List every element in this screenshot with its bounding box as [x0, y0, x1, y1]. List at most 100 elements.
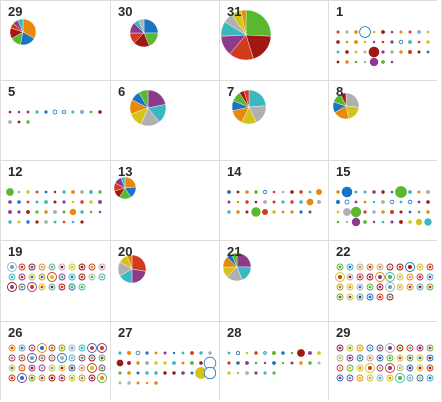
event-dot — [381, 30, 385, 34]
event-ring-core — [20, 285, 24, 289]
event-dot — [127, 351, 131, 355]
event-dot — [26, 120, 30, 124]
event-ring-core — [60, 356, 64, 360]
event-ring-core — [70, 356, 74, 360]
day-cell[interactable]: 5 — [0, 80, 110, 160]
event-dot — [245, 361, 249, 365]
day-number: 29 — [8, 4, 23, 19]
event-ring-core — [348, 366, 352, 370]
day-cell[interactable]: 6 — [110, 80, 219, 160]
event-dot — [390, 60, 394, 64]
event-dot — [345, 30, 349, 34]
day-number: 15 — [336, 164, 351, 179]
event-ring-core — [30, 366, 34, 370]
event-dot — [390, 190, 394, 194]
day-visualization — [113, 176, 137, 200]
pie-slice — [143, 18, 159, 34]
event-dot — [390, 220, 394, 224]
event-dot — [408, 220, 412, 224]
event-ring-core — [10, 346, 14, 350]
event-ring-core — [20, 346, 24, 350]
event-dot — [390, 50, 394, 54]
event-dot — [308, 190, 312, 194]
day-cell[interactable]: 8 — [328, 80, 437, 160]
pie-slice — [248, 89, 267, 108]
event-ring-core — [40, 275, 44, 279]
event-dot — [17, 220, 21, 224]
event-dot — [235, 350, 240, 355]
event-ring-core — [418, 346, 422, 350]
day-visualization — [227, 189, 322, 217]
day-visualization — [117, 254, 147, 284]
event-ring-core — [30, 376, 34, 380]
pie-slice — [243, 89, 250, 108]
event-dot — [359, 26, 371, 38]
event-dot — [417, 30, 421, 34]
day-cell[interactable]: 21 — [219, 240, 328, 321]
event-dot — [190, 371, 194, 375]
event-ring-core — [338, 275, 342, 279]
day-cell[interactable]: 19 — [0, 240, 110, 321]
day-number: 27 — [118, 325, 133, 340]
event-ring-core — [398, 265, 402, 269]
day-cell[interactable]: 31 — [219, 0, 328, 80]
event-dot — [8, 210, 12, 214]
event-ring-core — [90, 265, 94, 269]
event-ring-core — [408, 285, 412, 289]
event-dot — [181, 361, 185, 365]
event-ring-core — [100, 265, 104, 269]
day-cell[interactable]: 13 — [110, 160, 219, 240]
event-dot — [89, 200, 93, 204]
event-dot — [381, 200, 385, 204]
day-number: 30 — [118, 4, 133, 19]
event-ring-core — [398, 275, 402, 279]
event-dot — [316, 189, 322, 195]
event-ring-core — [348, 295, 352, 299]
event-dot — [426, 190, 430, 194]
day-cell[interactable]: 1 — [328, 0, 437, 80]
event-dot — [227, 361, 231, 365]
day-cell[interactable]: 27 — [110, 321, 219, 400]
event-ring-core — [20, 356, 24, 360]
event-ring-core — [80, 356, 84, 360]
event-dot — [251, 207, 261, 217]
event-dot — [145, 361, 149, 365]
day-cell[interactable]: 30 — [110, 0, 219, 80]
event-ring-core — [40, 346, 44, 350]
event-ring-core — [70, 376, 74, 380]
event-ring-core — [10, 275, 14, 279]
day-cell[interactable]: 14 — [219, 160, 328, 240]
event-dot — [336, 40, 340, 44]
event-dot — [136, 371, 140, 375]
day-number: 5 — [8, 84, 16, 99]
day-visualization — [116, 350, 217, 385]
day-cell[interactable]: 15 — [328, 160, 437, 240]
event-dot — [136, 361, 140, 365]
day-cell[interactable]: 28 — [219, 321, 328, 400]
event-ring-core — [368, 285, 372, 289]
event-dot — [127, 371, 131, 375]
day-cell[interactable]: 12 — [0, 160, 110, 240]
event-dot — [272, 371, 276, 375]
event-ring-core — [338, 366, 342, 370]
day-cell[interactable]: 26 — [0, 321, 110, 400]
event-ring-core — [80, 275, 84, 279]
day-cell[interactable]: 29 — [0, 0, 110, 80]
event-ring-core — [368, 275, 372, 279]
day-cell[interactable]: 7 — [219, 80, 328, 160]
event-dot — [424, 218, 432, 226]
event-ring-core — [358, 346, 362, 350]
pie-slice — [131, 254, 147, 272]
event-dot — [254, 361, 258, 365]
day-number: 8 — [336, 84, 344, 99]
day-cell[interactable]: 22 — [328, 240, 437, 321]
event-ring-core — [418, 285, 422, 289]
day-cell[interactable]: 29 — [328, 321, 437, 400]
event-ring-core — [10, 356, 14, 360]
event-ring-core — [90, 376, 94, 380]
event-dot — [53, 210, 57, 214]
day-cell[interactable]: 20 — [110, 240, 219, 321]
event-dot — [89, 210, 93, 214]
day-number: 14 — [227, 164, 242, 179]
